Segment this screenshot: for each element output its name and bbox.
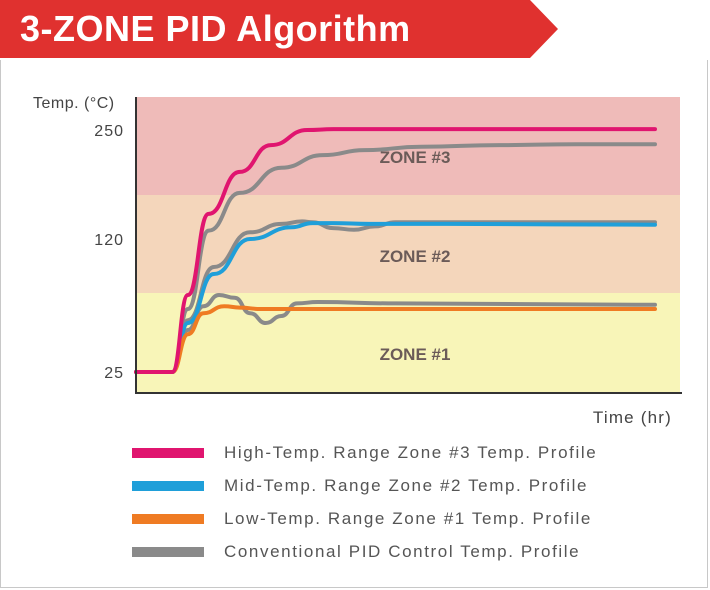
legend-swatch-zone2 <box>132 480 204 491</box>
legend-item-zone3: High-Temp. Range Zone #3 Temp. Profile <box>132 436 692 469</box>
y-tick-label-25: 25 <box>104 365 124 382</box>
legend-swatch-conventional <box>132 546 204 557</box>
series-line-0 <box>134 127 657 374</box>
legend-label-zone3: High-Temp. Range Zone #3 Temp. Profile <box>224 442 598 462</box>
y-tick-label-120: 120 <box>94 232 124 249</box>
series-line-3 <box>134 142 657 374</box>
page-title: 3-ZONE PID Algorithm <box>20 8 411 49</box>
y-tick-label-250: 250 <box>94 123 124 140</box>
legend-label-zone2: Mid-Temp. Range Zone #2 Temp. Profile <box>224 475 589 495</box>
zone-label-1: ZONE #1 <box>380 345 451 364</box>
title-banner: 3-ZONE PID Algorithm <box>0 0 560 58</box>
temperature-chart: ZONE #1 ZONE #2 ZONE #3 25 120 250 Temp. (°C) T… <box>33 95 682 427</box>
chart-frame <box>0 60 708 588</box>
zone-band-2 <box>136 195 680 293</box>
legend-swatch-zone3 <box>132 447 204 458</box>
legend-label-zone1: Low-Temp. Range Zone #1 Temp. Profile <box>224 508 592 528</box>
zone-label-3: ZONE #3 <box>380 148 451 167</box>
y-axis-label: Temp. (°C) <box>33 95 115 112</box>
legend-item-conventional: Conventional PID Control Temp. Profile <box>132 535 692 568</box>
legend: High-Temp. Range Zone #3 Temp. Profile M… <box>132 436 692 568</box>
legend-item-zone2: Mid-Temp. Range Zone #2 Temp. Profile <box>132 469 692 502</box>
banner-shape <box>0 0 558 58</box>
legend-swatch-zone1 <box>132 513 204 524</box>
series-line-1 <box>134 221 657 374</box>
legend-item-zone1: Low-Temp. Range Zone #1 Temp. Profile <box>132 502 692 535</box>
zone-label-2: ZONE #2 <box>380 247 451 266</box>
x-axis-label: Time (hr) <box>593 408 672 427</box>
series-line-5 <box>134 293 657 374</box>
series-line-2 <box>134 304 657 374</box>
legend-label-conventional: Conventional PID Control Temp. Profile <box>224 541 581 561</box>
